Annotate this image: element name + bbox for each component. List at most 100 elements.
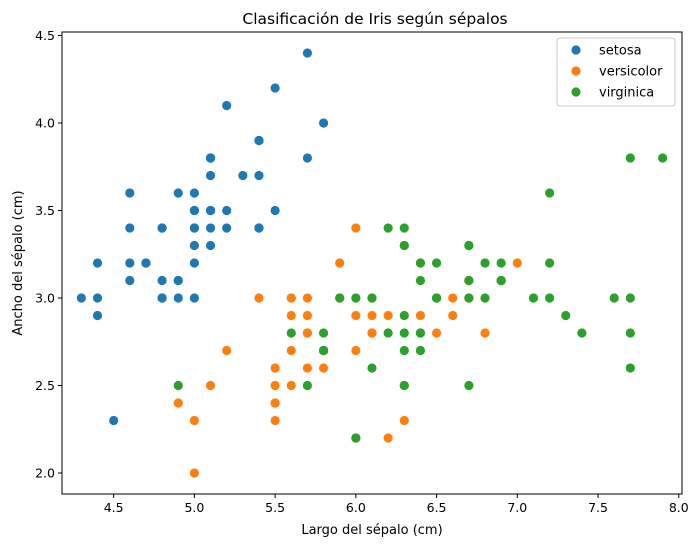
data-point-virginica <box>625 328 635 338</box>
data-point-virginica <box>318 328 329 338</box>
data-point-virginica <box>383 223 393 233</box>
data-point-setosa <box>222 223 232 233</box>
points-layer <box>76 48 668 478</box>
y-tick-label: 4.5 <box>35 28 55 43</box>
data-point-versicolor <box>205 380 216 391</box>
data-point-setosa <box>238 170 248 181</box>
data-point-virginica <box>318 345 329 356</box>
data-point-setosa <box>125 258 135 268</box>
data-point-setosa <box>254 135 264 146</box>
data-point-setosa <box>125 188 135 198</box>
x-tick-label: 7.0 <box>507 500 527 515</box>
data-point-virginica <box>545 258 555 268</box>
data-point-virginica <box>577 328 587 338</box>
data-point-virginica <box>480 293 490 303</box>
data-point-versicolor <box>367 310 377 321</box>
data-point-setosa <box>302 153 313 163</box>
data-point-virginica <box>173 380 183 391</box>
data-point-setosa <box>173 293 183 303</box>
x-axis-label: Largo del sépalo (cm) <box>301 523 442 538</box>
legend: setosa versicolor virginica <box>556 37 676 107</box>
data-point-setosa <box>205 223 216 233</box>
data-point-setosa <box>254 170 264 181</box>
data-point-versicolor <box>335 258 345 268</box>
y-tick-label: 3.0 <box>35 291 55 306</box>
data-point-setosa <box>222 205 232 216</box>
data-point-setosa <box>205 205 216 216</box>
data-point-setosa <box>92 293 103 303</box>
data-point-virginica <box>415 258 426 268</box>
data-point-virginica <box>545 293 555 303</box>
data-point-versicolor <box>383 433 393 443</box>
data-point-setosa <box>205 240 216 251</box>
legend-items: setosa versicolor virginica <box>571 44 663 101</box>
data-point-versicolor <box>254 293 264 303</box>
data-point-setosa <box>189 205 199 216</box>
data-point-setosa <box>125 223 135 233</box>
data-point-setosa <box>270 205 280 216</box>
y-tick-label: 3.5 <box>35 203 55 218</box>
data-point-virginica <box>302 380 313 391</box>
data-point-setosa <box>302 48 313 58</box>
data-point-versicolor <box>286 345 296 356</box>
data-point-setosa <box>157 223 167 233</box>
data-point-virginica <box>367 363 377 373</box>
data-point-virginica <box>415 275 426 286</box>
data-point-setosa <box>254 223 264 233</box>
data-point-virginica <box>335 293 345 303</box>
data-point-virginica <box>383 328 393 338</box>
x-tick-label: 4.5 <box>104 500 124 515</box>
legend-label-versicolor: versicolor <box>599 65 663 80</box>
data-point-versicolor <box>448 293 458 303</box>
data-point-virginica <box>609 293 619 303</box>
data-point-versicolor <box>222 345 232 356</box>
data-point-virginica <box>658 153 668 163</box>
data-point-setosa <box>189 223 199 233</box>
data-point-virginica <box>431 258 442 268</box>
data-point-setosa <box>92 310 103 321</box>
data-point-virginica <box>431 293 442 303</box>
data-point-virginica <box>625 363 635 373</box>
data-point-setosa <box>92 258 103 268</box>
data-point-versicolor <box>351 310 361 321</box>
data-point-setosa <box>189 188 199 198</box>
legend-label-setosa: setosa <box>599 44 642 59</box>
legend-marker-setosa <box>571 45 581 55</box>
x-tick-label: 6.0 <box>346 500 366 515</box>
data-point-setosa <box>157 275 167 286</box>
data-point-virginica <box>367 293 377 303</box>
data-point-virginica <box>399 310 409 321</box>
data-point-versicolor <box>189 415 199 426</box>
data-point-versicolor <box>286 380 296 391</box>
data-point-virginica <box>528 293 539 303</box>
data-point-versicolor <box>302 328 313 338</box>
y-tick-label: 2.0 <box>35 466 55 481</box>
y-axis-label: Ancho del sépalo (cm) <box>11 190 26 335</box>
legend-marker-virginica <box>571 87 581 97</box>
data-point-setosa <box>318 118 329 128</box>
data-point-versicolor <box>448 310 458 321</box>
data-point-setosa <box>189 240 199 251</box>
data-point-setosa <box>157 293 167 303</box>
x-tick-label: 5.5 <box>265 500 285 515</box>
data-point-virginica <box>464 275 474 286</box>
data-point-versicolor <box>286 310 296 321</box>
data-point-versicolor <box>270 380 280 391</box>
chart-title: Clasificación de Iris según sépalos <box>242 10 507 28</box>
legend-box <box>556 37 676 107</box>
data-point-virginica <box>399 223 409 233</box>
data-point-versicolor <box>480 328 490 338</box>
data-point-setosa <box>173 188 183 198</box>
data-point-versicolor <box>270 415 280 426</box>
x-tick-label: 7.5 <box>588 500 608 515</box>
legend-label-virginica: virginica <box>599 86 654 101</box>
data-point-virginica <box>399 345 409 356</box>
data-point-virginica <box>399 240 409 251</box>
data-point-versicolor <box>351 345 361 356</box>
data-point-setosa <box>205 153 216 163</box>
data-point-virginica <box>496 258 506 268</box>
data-point-virginica <box>480 258 490 268</box>
x-tick-label: 8.0 <box>669 500 689 515</box>
data-point-setosa <box>222 100 232 111</box>
data-point-setosa <box>109 415 119 426</box>
